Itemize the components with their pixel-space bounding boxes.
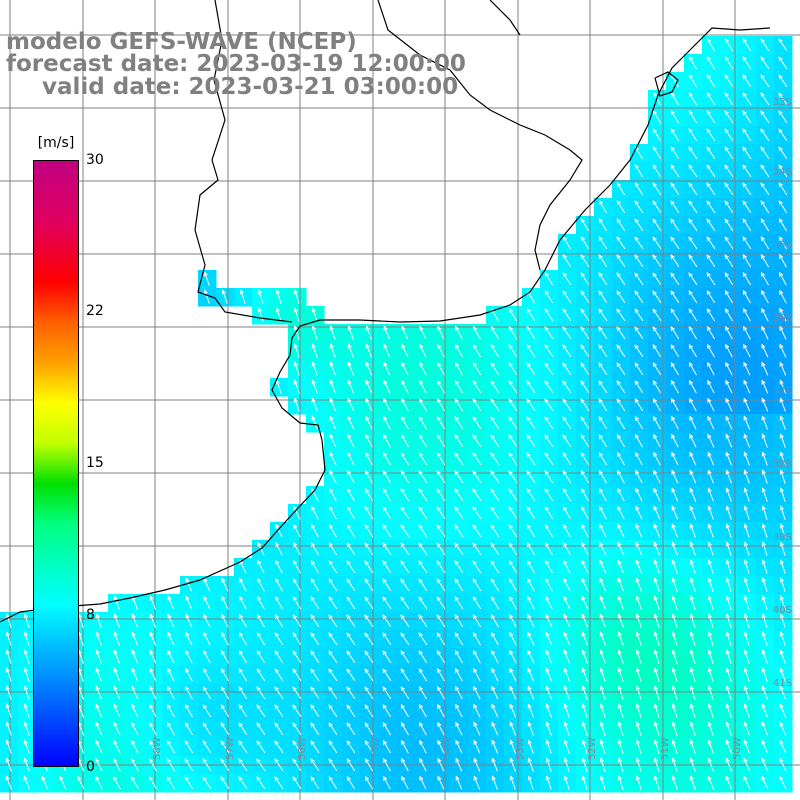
- lat-label: 37S: [773, 386, 792, 397]
- colorbar-unit: [m/s]: [37, 135, 75, 151]
- lon-label: 53W: [515, 737, 526, 760]
- coastline: [0, 0, 771, 623]
- lon-label: 50W: [732, 737, 743, 760]
- colorbar: [33, 160, 79, 767]
- model-title: modelo GEFS-WAVE (NCEP): [6, 29, 357, 55]
- lon-label: 51W: [660, 737, 671, 760]
- lon-label: 58W: [152, 737, 163, 760]
- colorbar-tick-8: 8: [86, 607, 95, 623]
- lat-label: 41S: [773, 678, 792, 689]
- lon-label: 55W: [370, 737, 381, 760]
- lat-label: 34S: [773, 167, 792, 178]
- lat-label: 35S: [773, 240, 792, 251]
- lon-label: 52W: [587, 737, 598, 760]
- forecast-date: forecast date: 2023-03-19 12:00:00: [6, 51, 466, 77]
- lat-label: 39S: [773, 532, 792, 543]
- colorbar-tick-30: 30: [86, 152, 104, 168]
- lat-label: 40S: [773, 605, 792, 616]
- colorbar-tick-22: 22: [86, 303, 104, 319]
- lat-label: 36S: [773, 313, 792, 324]
- lon-label: 54W: [442, 737, 453, 760]
- wind-arrows: [5, 37, 788, 790]
- lat-label: 38S: [773, 459, 792, 470]
- lon-label: 57W: [225, 737, 236, 760]
- lat-label: 33S: [773, 97, 792, 108]
- colorbar-tick-0: 0: [86, 759, 95, 775]
- valid-date: valid date: 2023-03-21 03:00:00: [42, 74, 459, 100]
- colorbar-tick-15: 15: [86, 455, 104, 471]
- lon-label: 56W: [297, 737, 308, 760]
